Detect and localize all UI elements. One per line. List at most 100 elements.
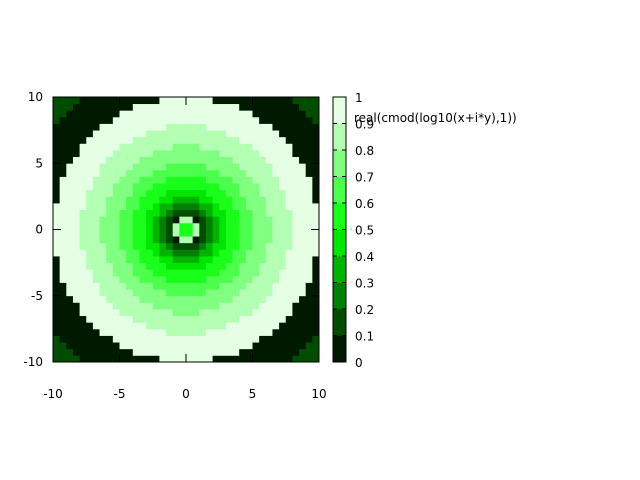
- heatmap-cell: [192, 242, 200, 250]
- heatmap-cell: [146, 302, 154, 310]
- heatmap-cell: [179, 328, 187, 336]
- colorbar-tick-label: 0.4: [355, 250, 374, 264]
- heatmap-cell: [312, 275, 320, 283]
- heatmap-cell: [252, 295, 260, 303]
- heatmap-cell: [146, 176, 154, 184]
- heatmap-cell: [252, 136, 260, 144]
- heatmap-cell: [265, 183, 273, 191]
- heatmap-cell: [272, 136, 280, 144]
- heatmap-cell: [86, 110, 94, 118]
- heatmap-cell: [92, 302, 100, 310]
- colorbar-tick-label: 0.7: [355, 171, 374, 185]
- colorbar-cell: [333, 107, 346, 111]
- heatmap-cell: [219, 203, 227, 211]
- heatmap-cell: [225, 209, 233, 217]
- heatmap-cell: [186, 216, 194, 224]
- heatmap-cell: [199, 256, 207, 264]
- heatmap-cell: [245, 309, 253, 317]
- heatmap-cell: [259, 322, 267, 330]
- heatmap-cell: [252, 176, 260, 184]
- heatmap-cell: [126, 163, 134, 171]
- heatmap-cell: [139, 229, 147, 237]
- heatmap-cell: [259, 143, 267, 151]
- heatmap-cell: [192, 116, 200, 124]
- heatmap-cell: [159, 342, 167, 350]
- heatmap-cell: [259, 222, 267, 230]
- heatmap-cell: [265, 322, 273, 330]
- heatmap-cell: [259, 289, 267, 297]
- heatmap-cell: [285, 216, 293, 224]
- heatmap-cell: [245, 123, 253, 131]
- heatmap-cell: [172, 136, 180, 144]
- heatmap-cell: [99, 156, 107, 164]
- heatmap-cell: [86, 169, 94, 177]
- heatmap-cell: [99, 335, 107, 343]
- heatmap-cell: [126, 309, 134, 317]
- heatmap-cell: [126, 328, 134, 336]
- heatmap-cell: [245, 262, 253, 270]
- heatmap-cell: [192, 222, 200, 230]
- heatmap-cell: [53, 348, 61, 356]
- heatmap-cell: [225, 269, 233, 277]
- heatmap-cell: [239, 289, 247, 297]
- heatmap-cell: [126, 116, 134, 124]
- heatmap-cell: [72, 328, 80, 336]
- heatmap-cell: [245, 103, 253, 111]
- heatmap-cell: [106, 236, 114, 244]
- heatmap-cell: [245, 256, 253, 264]
- heatmap-cell: [79, 222, 87, 230]
- heatmap-cell: [112, 156, 120, 164]
- colorbar-tick-label: 0.1: [355, 330, 374, 344]
- heatmap-cell: [186, 309, 194, 317]
- colorbar-cells: [333, 97, 346, 363]
- heatmap-cell: [92, 335, 100, 343]
- heatmap-cell: [152, 249, 160, 257]
- heatmap-cell: [72, 176, 80, 184]
- heatmap-cell: [86, 163, 94, 171]
- heatmap-cell: [199, 150, 207, 158]
- heatmap-cell: [212, 143, 220, 151]
- heatmap-cell: [126, 222, 134, 230]
- heatmap-cell: [112, 262, 120, 270]
- heatmap-cell: [79, 169, 87, 177]
- heatmap-cell: [186, 143, 194, 151]
- heatmap-cell: [66, 275, 74, 283]
- heatmap-cell: [119, 242, 127, 250]
- heatmap-cell: [99, 222, 107, 230]
- heatmap-cell: [146, 169, 154, 177]
- heatmap-cell: [192, 249, 200, 257]
- heatmap-cell: [219, 315, 227, 323]
- heatmap-cell: [239, 309, 247, 317]
- heatmap-cell: [265, 123, 273, 131]
- heatmap-cell: [179, 169, 187, 177]
- heatmap-cell: [192, 322, 200, 330]
- heatmap-cell: [232, 309, 240, 317]
- heatmap-cell: [279, 236, 287, 244]
- heatmap-cell: [92, 156, 100, 164]
- heatmap-cell: [152, 275, 160, 283]
- heatmap-cell: [232, 216, 240, 224]
- heatmap-cell: [179, 229, 187, 237]
- heatmap-cell: [92, 295, 100, 303]
- colorbar-tick-label: 0.2: [355, 303, 374, 317]
- colorbar-cell: [333, 242, 346, 246]
- heatmap-cell: [66, 342, 74, 350]
- heatmap-cell: [172, 269, 180, 277]
- colorbar-cell: [333, 150, 346, 154]
- heatmap-cell: [172, 242, 180, 250]
- heatmap-cell: [126, 302, 134, 310]
- heatmap-cell: [305, 156, 313, 164]
- heatmap-cell: [179, 282, 187, 290]
- heatmap-cell: [146, 150, 154, 158]
- heatmap-cell: [199, 335, 207, 343]
- heatmap-cell: [232, 103, 240, 111]
- heatmap-cell: [192, 256, 200, 264]
- heatmap-cell: [232, 97, 240, 105]
- heatmap-cell: [205, 242, 213, 250]
- heatmap-cell: [292, 176, 300, 184]
- heatmap-cell: [92, 163, 100, 171]
- heatmap-cell: [53, 209, 61, 217]
- heatmap-cell: [159, 103, 167, 111]
- heatmap-cell: [212, 309, 220, 317]
- heatmap-cell: [152, 130, 160, 138]
